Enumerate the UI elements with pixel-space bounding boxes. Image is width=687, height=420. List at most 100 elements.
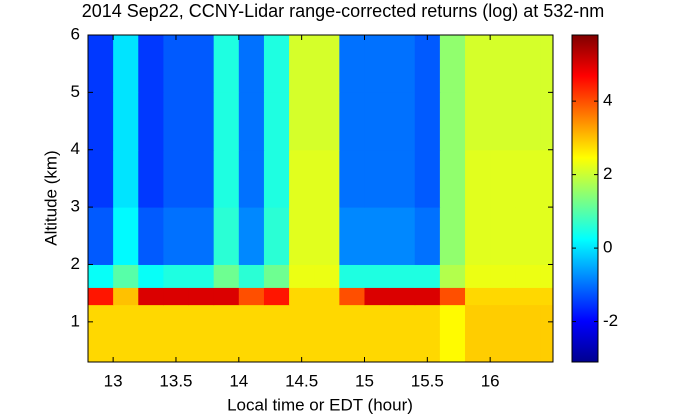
heat-cell	[515, 207, 541, 265]
heat-cell	[339, 149, 365, 208]
heat-cell	[490, 287, 516, 306]
heat-cell	[465, 149, 491, 208]
x-tick-label: 13.5	[159, 371, 192, 390]
heat-cell	[188, 207, 215, 265]
heat-cell	[339, 35, 365, 93]
heat-cell	[238, 264, 265, 288]
y-tick-label: 4	[71, 139, 80, 158]
heat-cell	[88, 207, 114, 265]
heat-cell	[515, 264, 541, 288]
y-tick-label: 1	[71, 311, 80, 330]
heat-cell	[88, 92, 114, 151]
heat-cell	[289, 92, 315, 151]
heat-cell	[314, 304, 340, 363]
heat-cell	[389, 264, 416, 288]
heat-cell	[414, 264, 441, 288]
heat-cell	[213, 207, 240, 265]
heat-cell	[213, 149, 240, 208]
heat-cell	[88, 287, 114, 306]
heat-cell	[364, 149, 391, 208]
x-tick-label: 14.5	[285, 371, 318, 390]
heat-cell	[490, 92, 516, 151]
heat-cell	[389, 287, 416, 306]
heat-cell	[364, 35, 391, 93]
heat-cell	[263, 304, 290, 363]
heat-cell	[163, 287, 190, 306]
heat-cell	[238, 207, 265, 265]
heat-cell	[238, 304, 265, 363]
heat-cell	[213, 264, 240, 288]
heat-cell	[439, 35, 466, 93]
heat-cell	[188, 149, 215, 208]
heat-cell	[163, 149, 190, 208]
heat-cell	[339, 207, 365, 265]
heat-cell	[490, 149, 516, 208]
heat-cell	[339, 92, 365, 151]
x-tick-label: 15	[355, 371, 374, 390]
heat-cell	[414, 304, 441, 363]
heat-cell	[314, 207, 340, 265]
heat-cell	[289, 287, 315, 306]
heat-cell	[289, 35, 315, 93]
x-tick-label: 16	[481, 371, 500, 390]
heat-cell	[263, 287, 290, 306]
heat-cell	[465, 264, 491, 288]
heat-cell	[263, 264, 290, 288]
heat-cell	[113, 264, 139, 288]
heat-cell	[339, 304, 365, 363]
heat-cell	[113, 149, 139, 208]
heat-cell	[439, 304, 466, 363]
heat-cell	[515, 35, 541, 93]
heat-cell	[490, 207, 516, 265]
heat-cell	[289, 149, 315, 208]
heat-cell	[364, 304, 391, 363]
heat-cell	[263, 35, 290, 93]
heat-cell	[289, 304, 315, 363]
heat-cell	[213, 304, 240, 363]
x-tick-label: 15.5	[411, 371, 444, 390]
heat-cell	[465, 287, 491, 306]
heat-cell	[88, 149, 114, 208]
heat-cell	[540, 149, 554, 208]
x-axis-label: Local time or EDT (hour)	[227, 395, 413, 414]
heat-cell	[263, 207, 290, 265]
y-tick-label: 5	[71, 82, 80, 101]
heat-cell	[389, 304, 416, 363]
heat-cell	[364, 264, 391, 288]
heat-cell	[138, 149, 164, 208]
heat-cell	[138, 207, 164, 265]
heat-cell	[389, 35, 416, 93]
heat-cell	[213, 92, 240, 151]
heat-cell	[465, 207, 491, 265]
heat-cell	[414, 149, 441, 208]
heat-cell	[339, 264, 365, 288]
heat-cell	[163, 35, 190, 93]
heat-cell	[188, 287, 215, 306]
heat-cell	[188, 264, 215, 288]
heatmap	[88, 35, 554, 363]
y-tick-label: 2	[71, 254, 80, 273]
heat-cell	[515, 92, 541, 151]
heat-cell	[289, 264, 315, 288]
heat-cell	[465, 92, 491, 151]
heat-cell	[113, 207, 139, 265]
heat-cell	[515, 149, 541, 208]
heat-cell	[238, 287, 265, 306]
heat-cell	[314, 264, 340, 288]
heat-cell	[439, 264, 466, 288]
heat-cell	[540, 207, 554, 265]
heat-cell	[88, 35, 114, 93]
heat-cell	[263, 149, 290, 208]
heat-cell	[515, 287, 541, 306]
x-tick-label: 14	[229, 371, 248, 390]
heat-cell	[439, 92, 466, 151]
heat-cell	[163, 264, 190, 288]
heat-cell	[213, 35, 240, 93]
heat-cell	[339, 287, 365, 306]
heat-cell	[88, 304, 114, 363]
heat-cell	[138, 287, 164, 306]
heat-cell	[188, 304, 215, 363]
heat-cell	[314, 92, 340, 151]
